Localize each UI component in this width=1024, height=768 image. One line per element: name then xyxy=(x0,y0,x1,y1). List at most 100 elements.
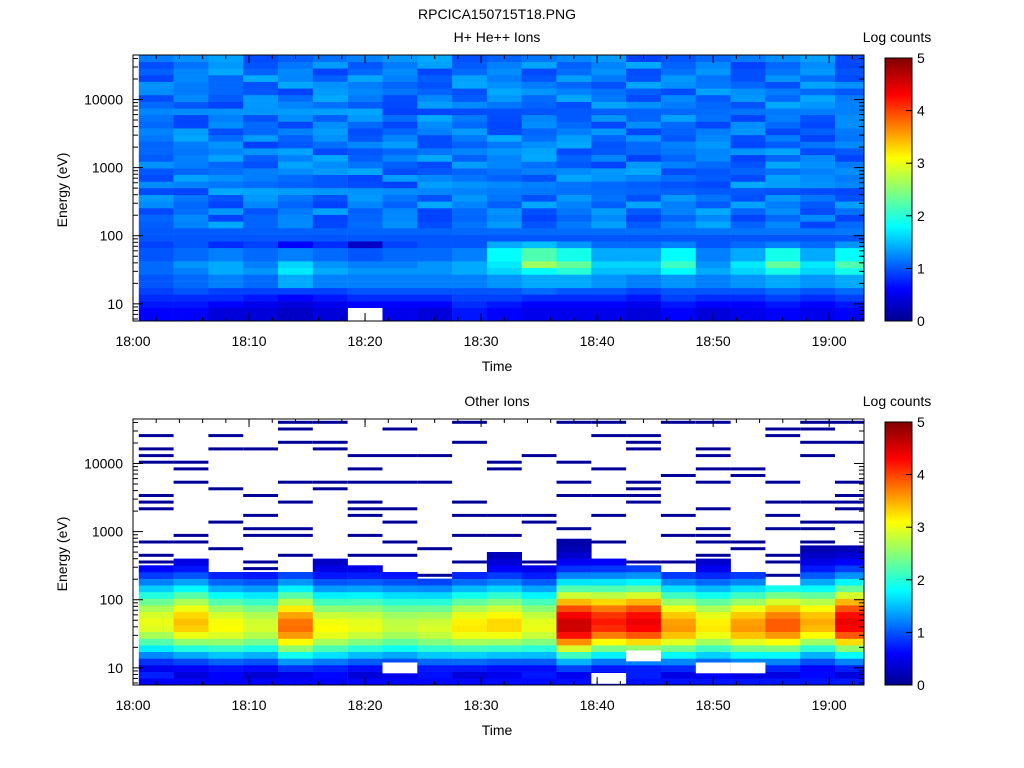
heatmap-cell xyxy=(312,671,348,679)
heatmap-cell xyxy=(660,181,696,189)
heatmap-cell xyxy=(660,307,696,315)
heatmap-cell xyxy=(591,605,627,613)
heatmap-cell xyxy=(591,467,627,471)
heatmap-cell xyxy=(730,241,766,249)
heatmap-cell xyxy=(208,585,244,593)
heatmap-cell xyxy=(521,88,557,96)
heatmap-cell xyxy=(660,108,696,116)
heatmap-cell xyxy=(556,460,592,464)
heatmap-cell xyxy=(312,188,348,195)
heatmap-cell xyxy=(835,254,865,262)
heatmap-cell xyxy=(695,598,731,606)
heatmap-cell xyxy=(626,598,662,606)
heatmap-cell xyxy=(208,181,244,189)
heatmap-cell xyxy=(417,247,453,255)
heatmap-cell xyxy=(626,645,662,652)
heatmap-cell xyxy=(591,108,627,116)
empty-cell xyxy=(382,662,418,674)
heatmap-cell xyxy=(521,234,557,242)
heatmap-cell xyxy=(138,161,174,169)
heatmap-cell xyxy=(521,148,557,156)
heatmap-cell xyxy=(521,572,557,579)
heatmap-cell xyxy=(173,274,209,282)
heatmap-cell xyxy=(347,168,383,175)
heatmap-cell xyxy=(382,631,418,639)
heatmap-cell xyxy=(382,314,418,322)
heatmap-cell xyxy=(730,181,766,189)
heatmap-cell xyxy=(278,572,314,579)
heatmap-cell xyxy=(243,261,279,269)
heatmap-cell xyxy=(452,500,487,504)
heatmap-cell xyxy=(800,247,836,255)
heatmap-cell xyxy=(452,440,487,444)
heatmap-cell xyxy=(173,665,209,672)
heatmap-cell xyxy=(591,168,627,175)
heatmap-cell xyxy=(208,174,244,182)
heatmap-cell xyxy=(417,618,453,626)
heatmap-cell xyxy=(556,128,592,136)
heatmap-cell xyxy=(660,247,696,255)
heatmap-cell xyxy=(486,241,522,249)
heatmap-cell xyxy=(417,168,453,175)
heatmap-cell xyxy=(695,301,731,308)
heatmap-cell xyxy=(382,75,418,82)
heatmap-cell xyxy=(660,671,696,679)
heatmap-cell xyxy=(452,181,488,189)
heatmap-cell xyxy=(312,665,348,672)
heatmap-cell xyxy=(660,420,696,424)
heatmap-cell xyxy=(800,141,836,149)
heatmap-cell xyxy=(243,68,279,76)
heatmap-cell xyxy=(347,274,383,282)
heatmap-cell xyxy=(695,161,731,169)
heatmap-cell xyxy=(173,287,209,295)
heatmap-cell xyxy=(208,547,244,551)
heatmap-cell xyxy=(347,161,383,169)
heatmap-cell xyxy=(208,671,244,679)
heatmap-cell xyxy=(243,75,279,82)
heatmap-cell xyxy=(452,307,488,315)
heatmap-cell xyxy=(138,591,174,599)
heatmap-cell xyxy=(695,267,731,275)
heatmap-cell xyxy=(800,638,836,646)
heatmap-cell xyxy=(173,101,209,109)
heatmap-cell xyxy=(835,665,865,672)
heatmap-cell xyxy=(695,553,731,557)
heatmap-cell xyxy=(208,281,244,289)
heatmap-cell xyxy=(138,665,174,672)
heatmap-cell xyxy=(312,101,348,109)
heatmap-cell xyxy=(695,287,731,295)
heatmap-cell xyxy=(800,527,835,531)
heatmap-cell xyxy=(835,651,865,659)
heatmap-cell xyxy=(730,281,766,289)
heatmap-cell xyxy=(695,68,731,76)
heatmap-cell xyxy=(278,114,314,122)
heatmap-cell xyxy=(591,598,627,606)
heatmap-cell xyxy=(208,121,244,129)
heatmap-cell xyxy=(835,161,865,169)
heatmap-cell xyxy=(521,520,557,524)
heatmap-cell xyxy=(695,234,731,242)
heatmap-cell xyxy=(660,227,696,235)
heatmap-cell xyxy=(452,267,488,275)
x-axis-label: Time xyxy=(482,358,513,374)
heatmap-cell xyxy=(486,148,522,156)
heatmap-cell xyxy=(173,281,209,289)
heatmap-cell xyxy=(347,507,383,511)
heatmap-cell xyxy=(765,88,801,96)
heatmap-cell xyxy=(452,141,488,149)
heatmap-cell xyxy=(591,658,627,666)
heatmap-cell xyxy=(835,572,865,579)
heatmap-cell xyxy=(138,75,174,82)
heatmap-cell xyxy=(208,61,244,69)
heatmap-cell xyxy=(278,194,314,202)
heatmap-cell xyxy=(556,141,592,149)
heatmap-cell xyxy=(382,68,418,76)
heatmap-cell xyxy=(138,234,174,242)
heatmap-cell xyxy=(591,88,627,96)
heatmap-cell xyxy=(486,591,522,599)
heatmap-cell xyxy=(695,75,731,82)
heatmap-cell xyxy=(521,585,557,593)
heatmap-cell xyxy=(417,101,453,109)
heatmap-cell xyxy=(626,234,662,242)
heatmap-cell xyxy=(521,121,557,129)
